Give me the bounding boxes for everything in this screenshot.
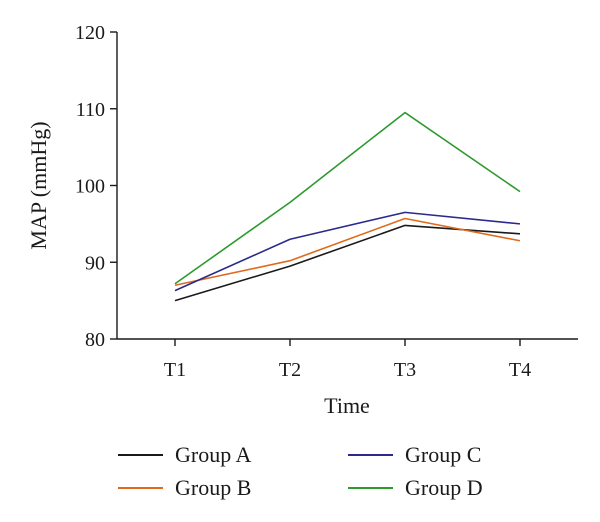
y-axis-label: MAP (mmHg) xyxy=(26,121,51,249)
legend-label-group-d: Group D xyxy=(405,475,483,500)
x-tick-label: T3 xyxy=(394,359,416,381)
x-tick-label: T4 xyxy=(509,359,531,381)
x-tick-label: T2 xyxy=(279,359,301,381)
legend-label-group-c: Group C xyxy=(405,442,481,467)
axes xyxy=(116,32,578,340)
series-line-group-b xyxy=(174,217,521,287)
x-axis-label: Time xyxy=(324,393,370,418)
legend-label-group-a: Group A xyxy=(175,442,252,467)
y-tick-label: 90 xyxy=(85,252,105,274)
y-tick-label: 110 xyxy=(76,99,105,121)
y-tick-label: 80 xyxy=(85,329,105,351)
y-tick-label: 120 xyxy=(75,22,105,44)
series-line-group-c xyxy=(174,211,521,292)
series-line-group-d xyxy=(174,111,521,285)
series-lines xyxy=(174,111,521,302)
legend-label-group-b: Group B xyxy=(175,475,251,500)
series-line-group-a xyxy=(174,224,521,302)
x-tick-label: T1 xyxy=(164,359,186,381)
y-ticks: 80 90 100 110 120 xyxy=(75,22,117,351)
x-ticks: T1 T2 T3 T4 xyxy=(164,339,531,381)
y-tick-label: 100 xyxy=(75,176,105,198)
legend: Group A Group B Group C Group D xyxy=(118,442,483,500)
